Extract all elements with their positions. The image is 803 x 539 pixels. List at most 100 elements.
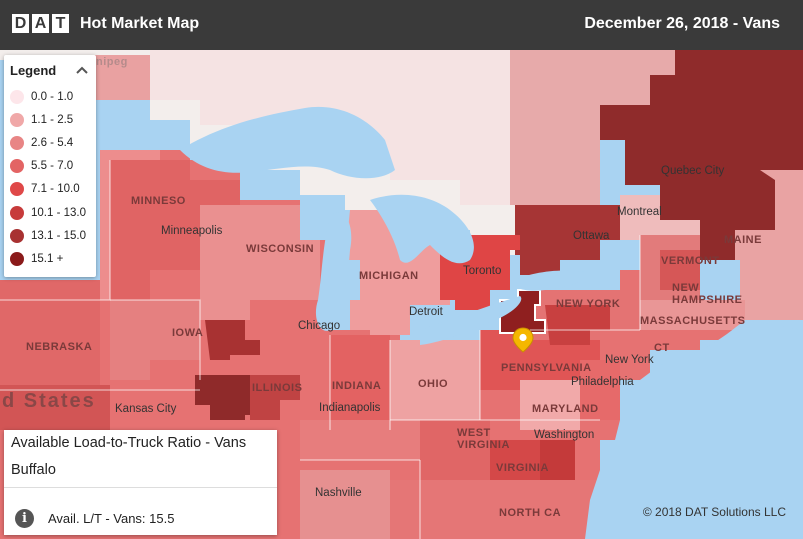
region-kentucky[interactable] xyxy=(300,420,420,460)
label-wisconsin: WISCONSIN xyxy=(246,243,315,255)
state-borders xyxy=(0,160,641,539)
region-ohio[interactable] xyxy=(390,340,480,420)
legend-item: 2.6 - 5.4 xyxy=(4,131,96,154)
legend-item-label: 0.0 - 1.0 xyxy=(31,90,74,103)
label-north-carolina: NORTH CA xyxy=(499,507,562,519)
region-illinois-central[interactable] xyxy=(250,375,300,420)
label-washington: Washington xyxy=(534,429,595,441)
region-massachusetts[interactable] xyxy=(640,300,745,330)
region-indiana[interactable] xyxy=(330,335,390,430)
app-header: D A T Hot Market Map December 26, 2018 -… xyxy=(0,0,803,50)
region-carolinas[interactable] xyxy=(390,480,600,539)
label-virginia: VIRGINIA xyxy=(496,462,549,474)
legend-swatch xyxy=(10,89,24,104)
legend-item-label: 2.6 - 5.4 xyxy=(31,136,74,149)
label-winnipeg: nipeg xyxy=(96,56,128,68)
legend-item-label: 10.1 - 13.0 xyxy=(31,206,86,219)
logo-letter-d: D xyxy=(12,14,29,33)
label-minnesota: MINNESO xyxy=(131,195,186,207)
region-nh-dark[interactable] xyxy=(660,250,700,290)
label-new-hampshire: NEW HAMPSHIRE xyxy=(672,282,743,306)
label-nebraska: NEBRASKA xyxy=(26,341,93,353)
label-kansas-city: Kansas City xyxy=(115,403,177,415)
region-richmond[interactable] xyxy=(540,440,575,480)
legend-item: 5.5 - 7.0 xyxy=(4,155,96,178)
region-wisconsin[interactable] xyxy=(200,205,320,320)
legend-swatch xyxy=(10,182,24,197)
label-maine: MAINE xyxy=(724,234,762,246)
legend-item-label: 15.1 + xyxy=(31,252,64,265)
logo-letter-a: A xyxy=(32,14,49,33)
lake-huron xyxy=(370,194,474,264)
lake-erie xyxy=(420,296,522,345)
label-detroit: Detroit xyxy=(409,306,443,318)
region-maine[interactable] xyxy=(735,170,803,320)
label-united-states: d States xyxy=(2,390,96,412)
legend-swatch xyxy=(10,135,24,150)
lake-superior xyxy=(180,106,395,179)
label-ohio: OHIO xyxy=(418,378,449,390)
label-ottawa: Ottawa xyxy=(573,230,610,242)
region-maryland[interactable] xyxy=(520,380,580,430)
atlantic-ocean xyxy=(585,320,803,539)
legend-item-label: 13.1 - 15.0 xyxy=(31,229,86,242)
info-icon[interactable]: i xyxy=(15,509,34,528)
logo-letter-t: T xyxy=(52,14,69,33)
legend-header[interactable]: Legend xyxy=(4,55,96,85)
map-pin-icon[interactable] xyxy=(512,327,534,353)
legend-item-label: 1.1 - 2.5 xyxy=(31,113,74,126)
chevron-up-icon[interactable] xyxy=(74,62,90,78)
label-toronto: Toronto xyxy=(463,265,502,277)
legend-item-label: 5.5 - 7.0 xyxy=(31,160,74,173)
label-nashville: Nashville xyxy=(315,487,362,499)
dat-logo: D A T xyxy=(12,14,69,33)
region-quebec-city[interactable] xyxy=(600,50,803,260)
legend-item: 1.1 - 2.5 xyxy=(4,108,96,131)
label-iowa: IOWA xyxy=(172,327,204,339)
region-minnesota[interactable] xyxy=(110,160,240,300)
legend-item: 15.1 + xyxy=(4,247,96,270)
region-philadelphia[interactable] xyxy=(580,360,620,420)
label-pennsylvania: PENNSYLVANIA xyxy=(501,362,592,374)
label-new-york-city: New York xyxy=(605,354,654,366)
market-info-panel: Available Load-to-Truck Ratio - Vans Buf… xyxy=(4,430,277,535)
label-montreal: Montreal xyxy=(617,206,662,218)
legend-item: 10.1 - 13.0 xyxy=(4,201,96,224)
region-ottawa[interactable] xyxy=(515,205,640,275)
label-illinois: ILLINOIS xyxy=(252,382,303,394)
legend-swatch xyxy=(10,205,24,220)
region-cedar-rapids[interactable] xyxy=(205,320,260,360)
region-nebraska[interactable] xyxy=(0,280,100,390)
label-indianapolis: Indianapolis xyxy=(319,402,381,414)
divider xyxy=(4,487,277,488)
region-syracuse[interactable] xyxy=(545,305,610,345)
legend-rows: 0.0 - 1.0 1.1 - 2.5 2.6 - 5.4 5.5 - 7.0 7.1 … xyxy=(4,85,96,271)
label-indiana: INDIANA xyxy=(332,380,382,392)
label-west-virginia: WEST VIRGINIA xyxy=(457,427,510,451)
label-massachusetts: MASSACHUSETTS xyxy=(640,315,746,327)
legend-swatch xyxy=(10,159,24,174)
legend-item-label: 7.1 - 10.0 xyxy=(31,183,80,196)
legend-swatch xyxy=(10,228,24,243)
label-ct: CT xyxy=(654,342,670,354)
legend-title: Legend xyxy=(10,62,57,78)
copyright-notice: © 2018 DAT Solutions LLC xyxy=(642,505,786,519)
region-tennessee[interactable] xyxy=(300,470,390,539)
legend-item: 7.1 - 10.0 xyxy=(4,178,96,201)
map-legend: Legend 0.0 - 1.0 1.1 - 2.5 2.6 - 5.4 5.5 - … xyxy=(4,55,96,277)
legend-swatch xyxy=(10,251,24,266)
label-maryland: MARYLAND xyxy=(532,403,599,415)
legend-item: 13.1 - 15.0 xyxy=(4,224,96,247)
selected-market-name: Buffalo xyxy=(11,462,56,478)
label-new-york-state: NEW YORK xyxy=(556,298,621,310)
region-kansas[interactable] xyxy=(0,385,110,430)
info-panel-title: Available Load-to-Truck Ratio - Vans xyxy=(11,435,247,451)
region-west-virginia[interactable] xyxy=(420,420,490,480)
lake-michigan xyxy=(315,212,352,331)
label-quebec-city: Quebec City xyxy=(661,165,725,177)
label-vermont: VERMONT xyxy=(661,255,720,267)
region-iowa[interactable] xyxy=(110,300,200,380)
app-title: Hot Market Map xyxy=(80,15,200,32)
lake-ontario xyxy=(510,270,586,291)
label-michigan: MICHIGAN xyxy=(359,270,419,282)
